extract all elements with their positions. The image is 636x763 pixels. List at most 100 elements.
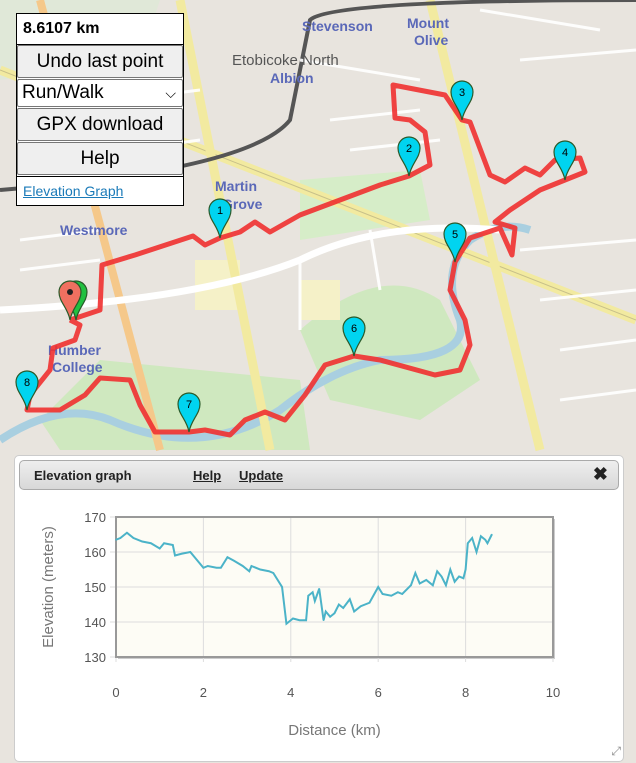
elevation-point	[285, 622, 288, 625]
km-marker-5[interactable]: 5	[443, 222, 467, 263]
elevation-point	[401, 593, 404, 595]
elevation-point	[180, 552, 183, 555]
elevation-point	[486, 542, 489, 545]
undo-last-point-button[interactable]: Undo last point	[17, 45, 183, 78]
elevation-point	[158, 547, 161, 550]
route-line[interactable]	[24, 82, 588, 438]
elevation-point	[259, 568, 262, 571]
elevation-point	[226, 556, 229, 559]
km-marker-3[interactable]: 3	[450, 80, 474, 121]
activity-mode-value: Run/Walk	[22, 82, 104, 103]
elevation-point	[215, 566, 218, 569]
elevation-point	[440, 575, 443, 578]
elevation-point	[480, 535, 482, 538]
km-marker-8[interactable]: 8	[15, 370, 39, 411]
elevation-point	[281, 586, 283, 588]
activity-mode-select[interactable]: Run/Walk ⌵	[17, 79, 183, 107]
elevation-point	[248, 570, 251, 573]
x-tick-label: 8	[462, 685, 469, 700]
x-tick-label: 10	[546, 685, 560, 700]
gpx-download-button[interactable]: GPX download	[17, 108, 183, 141]
start-marker-icon[interactable]	[58, 280, 82, 321]
elevation-point	[466, 542, 469, 545]
map-label-martin: Martin	[215, 178, 257, 194]
map-label-grove: Grove	[222, 196, 263, 212]
elevation-point	[475, 551, 478, 553]
elevation-point	[484, 538, 487, 541]
elevation-point	[418, 582, 421, 585]
elevation-point	[453, 580, 456, 583]
elevation-point	[353, 610, 355, 613]
dialog-titlebar[interactable]: Elevation graph Help Update ✖	[19, 460, 619, 490]
elevation-point	[292, 617, 294, 620]
chevron-down-icon: ⌵	[165, 85, 176, 101]
y-tick-label: 160	[84, 545, 106, 560]
elevation-point	[193, 556, 196, 559]
marker-number: 2	[406, 143, 412, 155]
elevation-point	[206, 565, 209, 567]
elevation-point	[359, 605, 362, 608]
elevation-point	[233, 559, 235, 562]
map-label-etobicoke-north: Etobicoke North	[232, 52, 339, 69]
elevation-point	[414, 572, 417, 574]
x-axis-label: Distance (km)	[288, 722, 381, 739]
elevation-point	[119, 537, 122, 539]
elevation-point	[322, 619, 325, 622]
y-tick-label: 150	[84, 580, 106, 595]
x-tick-label: 4	[287, 685, 294, 700]
elevation-point	[445, 584, 447, 587]
elevation-point	[410, 584, 412, 587]
help-button[interactable]: Help	[17, 142, 183, 175]
km-marker-4[interactable]: 4	[553, 140, 577, 181]
elevation-point	[397, 591, 399, 594]
elevation-point	[449, 568, 452, 571]
map-label-stevenson: Stevenson	[302, 18, 373, 34]
km-marker-2[interactable]: 2	[397, 136, 421, 177]
elevation-point	[163, 542, 165, 545]
elevation-point	[333, 612, 336, 615]
elevation-point	[272, 572, 275, 574]
marker-number: 7	[186, 399, 192, 411]
map-label-olive: Olive	[414, 32, 448, 48]
elevation-point	[462, 577, 465, 580]
km-marker-1[interactable]: 1	[208, 198, 232, 239]
elevation-point	[390, 594, 393, 597]
elevation-graph-link[interactable]: Elevation Graph	[17, 176, 183, 205]
marker-number: 8	[24, 377, 30, 389]
elevation-point	[436, 570, 438, 573]
y-tick-label: 170	[84, 510, 106, 525]
elevation-point	[381, 593, 384, 595]
marker-number: 6	[351, 323, 357, 335]
elevation-point	[268, 570, 270, 573]
elevation-point	[432, 584, 434, 587]
elevation-point	[338, 603, 340, 606]
km-marker-7[interactable]: 7	[177, 392, 201, 433]
elevation-point	[298, 619, 301, 622]
elevation-point	[189, 551, 192, 553]
y-axis-label: Elevation (meters)	[40, 526, 57, 648]
dialog-update-link[interactable]: Update	[239, 468, 284, 483]
elevation-point	[458, 575, 460, 578]
km-marker-6[interactable]: 6	[342, 316, 366, 357]
close-icon[interactable]: ✖	[592, 464, 608, 484]
elevation-dialog: Elevation graph Help Update ✖ 0 2 4 6 8 10 130…	[14, 455, 624, 762]
x-tick-label: 2	[200, 685, 207, 700]
marker-number: 5	[452, 229, 458, 241]
elevation-point	[305, 619, 307, 622]
elevation-point	[318, 587, 321, 590]
elevation-point	[491, 533, 493, 536]
dialog-title: Elevation graph	[34, 468, 132, 483]
y-tick-label: 140	[84, 615, 106, 630]
elevation-point	[202, 566, 205, 569]
elevation-point	[425, 579, 428, 581]
map-label-mount: Mount	[407, 15, 449, 31]
elevation-point	[329, 615, 331, 618]
elevation-point	[464, 568, 467, 571]
resize-handle-icon[interactable]: ⤢	[611, 744, 621, 758]
x-tick-label: 6	[375, 685, 382, 700]
dialog-help-link[interactable]: Help	[193, 468, 222, 483]
marker-number: 3	[459, 87, 465, 99]
elevation-point	[241, 565, 244, 567]
elevation-point	[150, 542, 152, 545]
elevation-point	[348, 598, 351, 601]
